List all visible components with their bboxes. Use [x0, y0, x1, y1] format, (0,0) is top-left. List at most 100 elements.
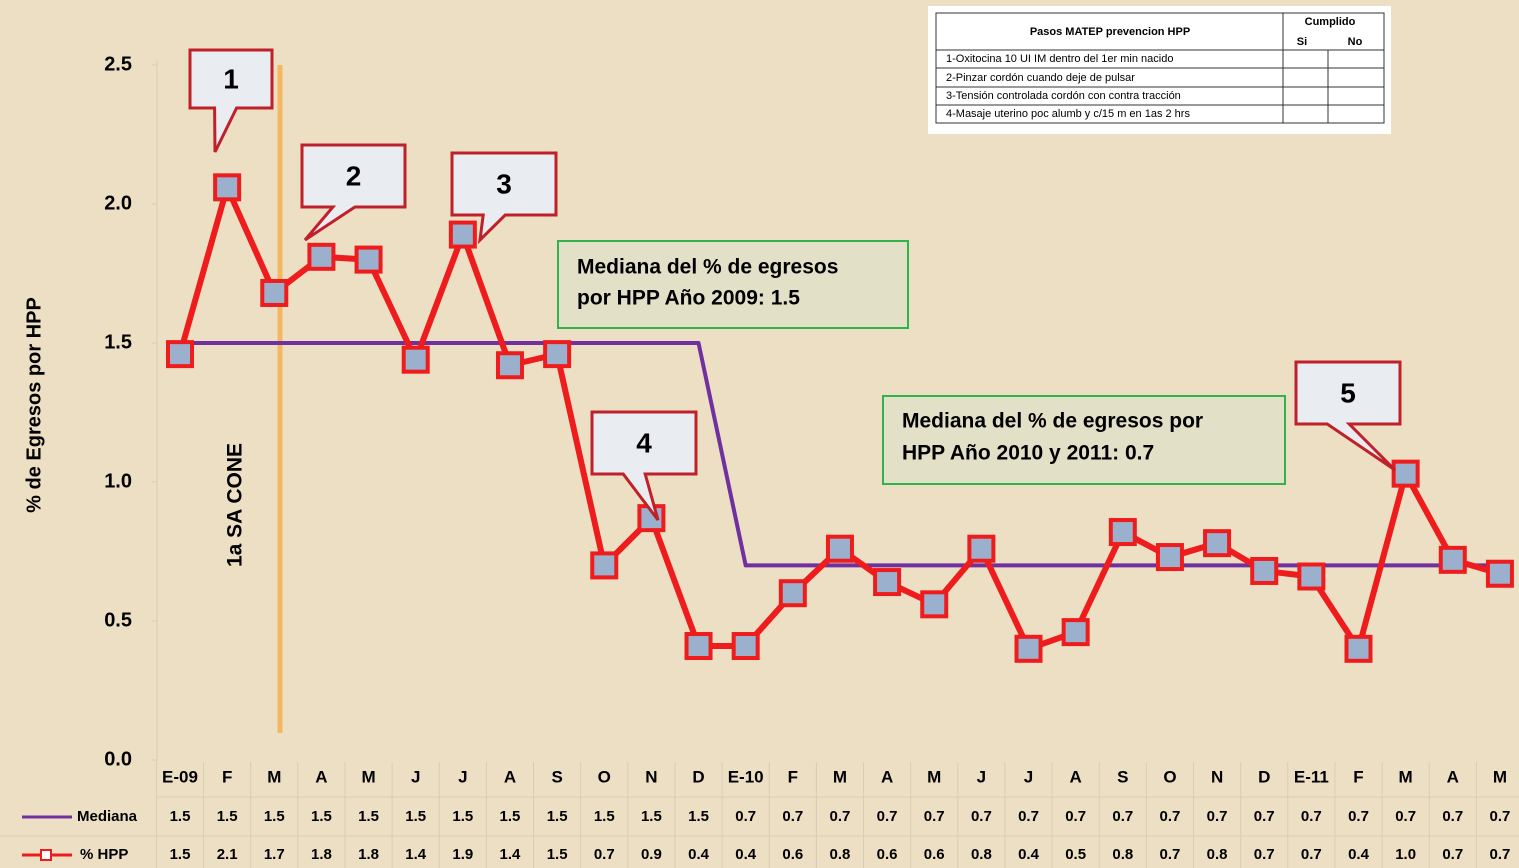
table-value: 1.5 — [311, 808, 332, 825]
table-value: 0.8 — [1207, 846, 1228, 863]
table-value: 1.5 — [170, 808, 191, 825]
table-value: 0.7 — [971, 808, 992, 825]
marker — [731, 632, 760, 661]
table-row: 4-Masaje uterino poc alumb y c/15 m en 1… — [946, 108, 1190, 120]
table-value: 1.5 — [688, 808, 709, 825]
table-row: 2-Pinzar cordón cuando deje de pulsar — [946, 72, 1135, 84]
table-value: 0.7 — [1442, 808, 1463, 825]
marker — [166, 340, 194, 369]
y-tick-label: 1.5 — [104, 331, 132, 353]
x-tick-label: J — [458, 767, 467, 786]
legend-marker — [40, 849, 52, 861]
table-value: 0.5 — [1065, 846, 1086, 863]
table-value: 0.7 — [924, 808, 945, 825]
table-value: 0.7 — [1489, 846, 1510, 863]
table-value: 0.4 — [688, 846, 710, 863]
table-value: 1.5 — [547, 846, 568, 863]
table-value: 0.7 — [1160, 808, 1181, 825]
table-bg — [928, 6, 1391, 134]
table-value: 1.5 — [452, 808, 473, 825]
x-tick-label: M — [1399, 767, 1413, 786]
table-value: 0.7 — [1301, 808, 1322, 825]
y-tick-label: 0.0 — [104, 748, 132, 770]
x-tick-label: A — [1070, 767, 1082, 786]
table-value: 0.7 — [1348, 808, 1369, 825]
marker — [778, 579, 807, 608]
marker — [1061, 618, 1090, 647]
y-tick-label: 1.0 — [104, 470, 132, 492]
table-col: No — [1348, 36, 1363, 48]
x-tick-label: F — [788, 767, 798, 786]
table-row: 3-Tensión controlada cordón con contra t… — [946, 90, 1181, 102]
marker — [684, 632, 713, 661]
callout-box — [450, 151, 558, 245]
y-tick-label: 2.0 — [104, 192, 132, 214]
table-value: 0.4 — [1348, 846, 1370, 863]
x-tick-label: E-11 — [1294, 767, 1329, 786]
table-value: 0.6 — [782, 846, 803, 863]
marker — [1297, 562, 1326, 591]
marker — [260, 278, 289, 307]
callout-box — [1294, 360, 1402, 472]
median-note: HPP Año 2010 y 2011: 0.7 — [902, 442, 1154, 465]
table-value: 0.7 — [877, 808, 898, 825]
marker — [1391, 459, 1420, 488]
x-tick-label: N — [1211, 767, 1223, 786]
table-value: 0.4 — [1018, 846, 1040, 863]
table-value: 0.7 — [782, 808, 803, 825]
table-value: 0.7 — [1254, 846, 1275, 863]
table-value: 0.7 — [1395, 808, 1416, 825]
marker — [1344, 634, 1373, 663]
marker — [920, 590, 949, 619]
table-value: 1.9 — [452, 846, 473, 863]
marker — [1485, 559, 1514, 588]
table-col: Si — [1297, 36, 1307, 48]
table-group-header: Cumplido — [1305, 16, 1356, 28]
x-tick-label: N — [645, 767, 657, 786]
table-value: 1.4 — [405, 846, 427, 863]
marker — [590, 551, 619, 580]
x-tick-label: O — [598, 767, 611, 786]
table-title: Pasos MATEP prevencion HPP — [1030, 26, 1190, 38]
marker — [1250, 556, 1279, 585]
x-tick-label: O — [1163, 767, 1176, 786]
marker — [967, 534, 996, 563]
legend-label: Mediana — [77, 808, 138, 825]
table-value: 0.7 — [1112, 808, 1133, 825]
table-value: 0.6 — [924, 846, 945, 863]
x-tick-label: J — [411, 767, 420, 786]
table-value: 1.5 — [264, 808, 285, 825]
callout-box — [188, 48, 274, 153]
callout-label: 4 — [636, 427, 652, 458]
x-tick-label: M — [833, 767, 847, 786]
x-tick-label: D — [1258, 767, 1270, 786]
x-tick-label: M — [1493, 767, 1507, 786]
table-value: 0.7 — [1207, 808, 1228, 825]
median-note: Mediana del % de egresos por — [902, 410, 1203, 433]
callout-label: 3 — [496, 168, 512, 199]
x-tick-label: D — [692, 767, 704, 786]
table-value: 0.7 — [1489, 808, 1510, 825]
x-tick-label: J — [977, 767, 986, 786]
table-value: 1.8 — [311, 846, 332, 863]
callout-box — [300, 143, 407, 242]
table-value: 1.5 — [547, 808, 568, 825]
x-tick-label: F — [222, 767, 232, 786]
table-value: 0.7 — [830, 808, 851, 825]
marker — [1014, 634, 1043, 663]
callout-label: 2 — [346, 160, 362, 191]
x-tick-label: A — [504, 767, 516, 786]
table-value: 0.7 — [594, 846, 615, 863]
table-value: 1.5 — [594, 808, 615, 825]
x-tick-label: M — [361, 767, 375, 786]
marker — [495, 351, 524, 380]
table-value: 1.5 — [170, 846, 191, 863]
x-tick-label: M — [927, 767, 941, 786]
marker — [543, 340, 572, 369]
table-value: 0.8 — [830, 846, 851, 863]
marker — [1155, 543, 1184, 572]
median-note: Mediana del % de egresos — [577, 256, 838, 279]
table-value: 1.5 — [500, 808, 521, 825]
marker — [1203, 529, 1232, 558]
table-value: 0.7 — [1254, 808, 1275, 825]
